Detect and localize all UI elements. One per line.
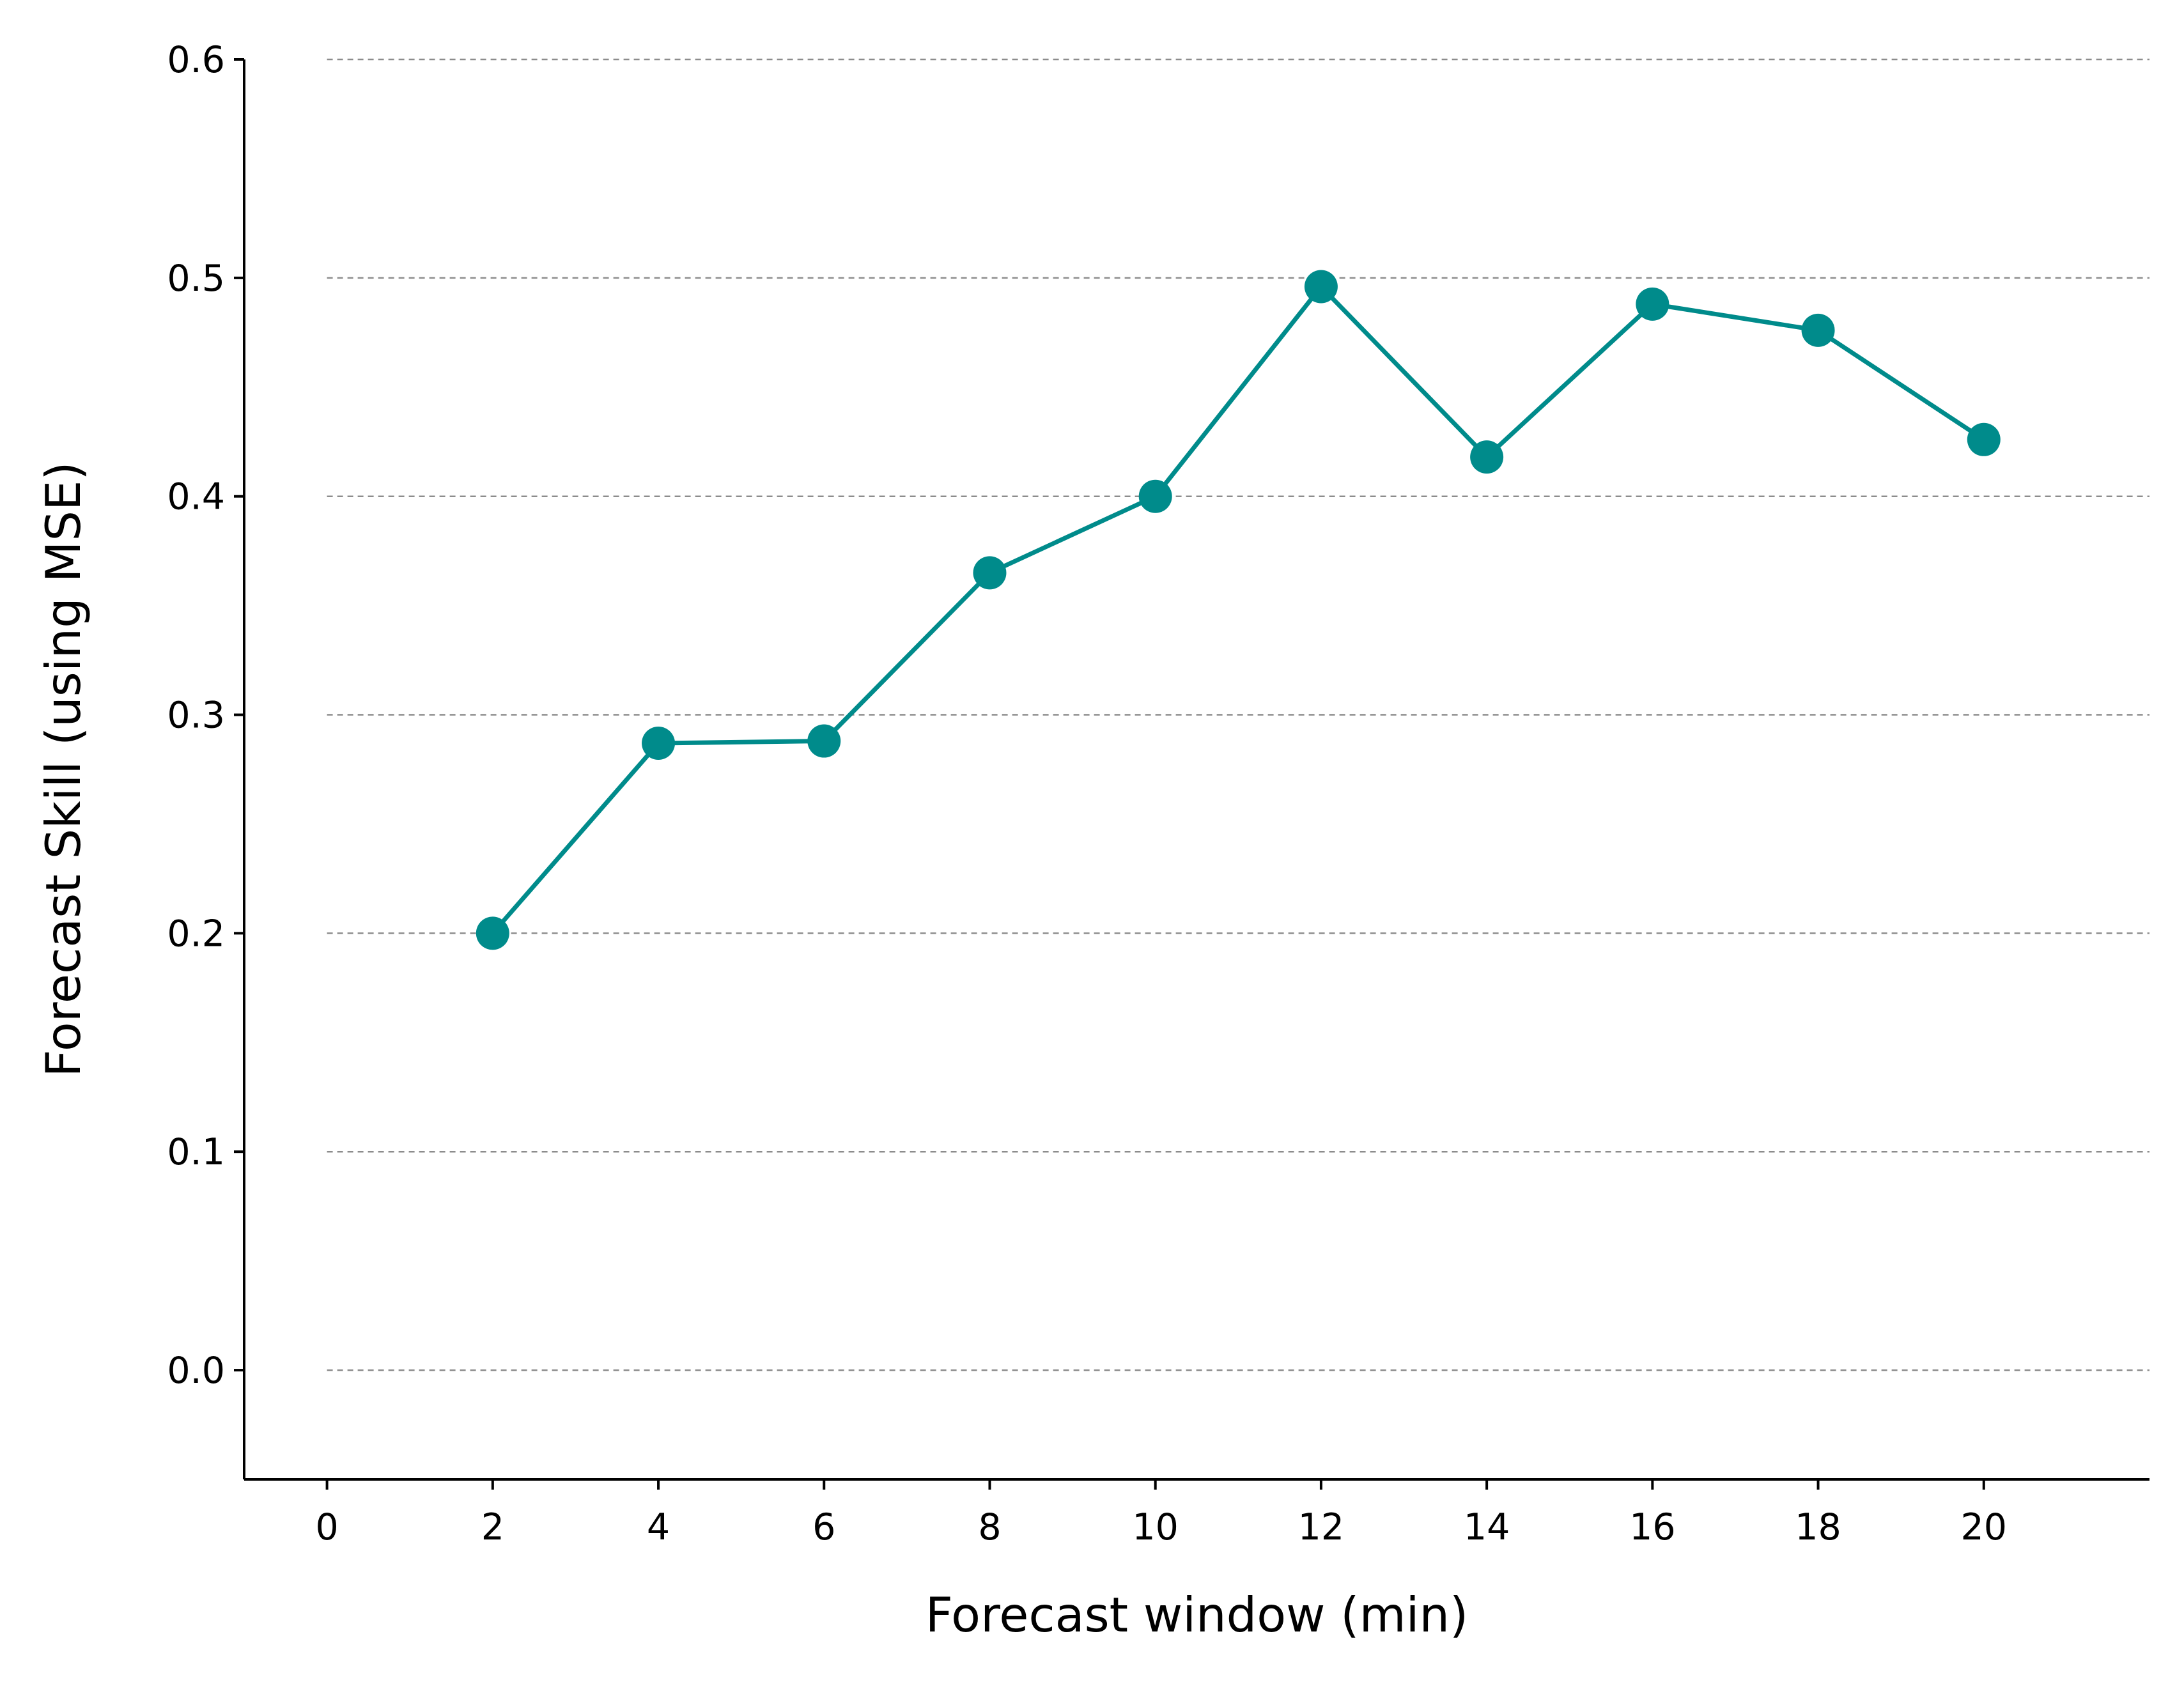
x-tick-label: 18 bbox=[1795, 1506, 1841, 1548]
data-point bbox=[476, 916, 509, 950]
x-tick-label: 14 bbox=[1464, 1506, 1510, 1548]
data-point bbox=[1470, 440, 1504, 474]
x-tick-label: 16 bbox=[1629, 1506, 1676, 1548]
gridlines bbox=[327, 58, 2149, 1371]
data-point bbox=[1801, 313, 1835, 347]
x-tick-label: 12 bbox=[1298, 1506, 1345, 1548]
x-axis-title: Forecast window (min) bbox=[925, 1587, 1469, 1643]
x-axis-ticks: 0 2 4 6 8 10 12 14 16 18 20 bbox=[315, 1479, 2007, 1548]
y-axis-ticks: 0.0 0.1 0.2 0.3 0.4 0.5 0.6 bbox=[167, 39, 244, 1392]
data-point bbox=[1138, 479, 1172, 513]
data-point bbox=[973, 556, 1007, 590]
x-tick-label: 8 bbox=[978, 1506, 1001, 1548]
x-tick-label: 0 bbox=[315, 1506, 338, 1548]
y-tick-label: 0.4 bbox=[167, 476, 225, 518]
data-point bbox=[642, 726, 676, 760]
x-tick-label: 20 bbox=[1961, 1506, 2008, 1548]
y-tick-label: 0.0 bbox=[167, 1350, 225, 1392]
y-axis-title: Forecast Skill (using MSE) bbox=[35, 461, 91, 1077]
series-line-0 bbox=[490, 284, 1987, 936]
axes bbox=[243, 59, 2149, 1481]
data-point bbox=[1967, 422, 2001, 456]
x-tick-label: 10 bbox=[1132, 1506, 1179, 1548]
data-point bbox=[807, 724, 841, 758]
series-layer bbox=[476, 270, 2001, 950]
x-tick-label: 6 bbox=[812, 1506, 835, 1548]
x-tick-label: 4 bbox=[647, 1506, 670, 1548]
y-tick-label: 0.2 bbox=[167, 913, 225, 955]
y-tick-label: 0.1 bbox=[167, 1131, 225, 1173]
x-tick-label: 2 bbox=[481, 1506, 504, 1548]
y-tick-label: 0.6 bbox=[167, 39, 225, 81]
y-tick-label: 0.3 bbox=[167, 695, 225, 737]
data-point bbox=[1636, 287, 1669, 321]
y-tick-label: 0.5 bbox=[167, 258, 225, 300]
data-point bbox=[1304, 270, 1338, 304]
